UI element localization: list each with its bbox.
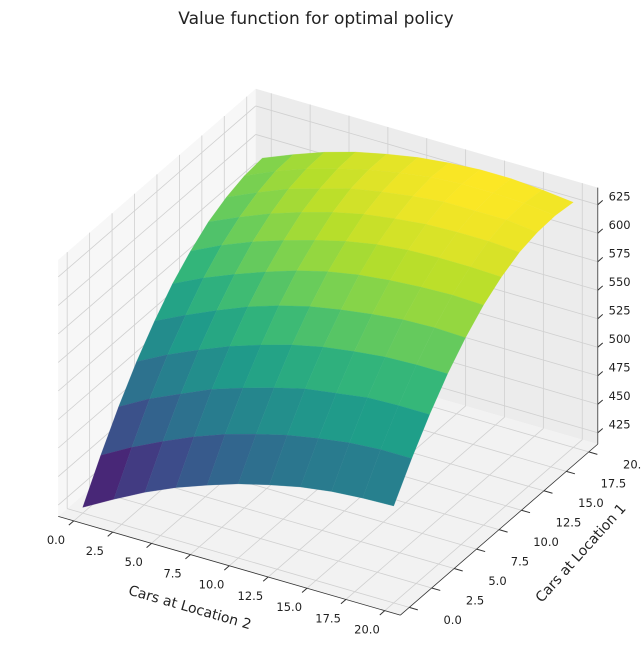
x-axis-label: Cars at Location 2 [127,583,253,633]
z-tick-label: 500 [609,332,631,346]
x-tick [146,542,152,549]
z-tick-label: 600 [609,218,631,232]
z-tick-label: 525 [609,304,631,318]
y-tick [431,587,441,591]
x-tick [185,554,191,560]
y-tick [476,548,486,553]
x-tick-label: 12.5 [238,589,264,603]
y-tick-label: 5.0 [488,574,506,588]
x-tick-label: 7.5 [163,566,181,580]
z-tick [597,314,604,320]
x-tick-label: 15.0 [276,600,302,614]
z-tick-label: 550 [609,275,631,289]
grid-line [57,134,256,306]
z-tick [597,200,604,206]
x-tick [223,565,230,571]
x-tick-label: 20.0 [354,623,380,637]
y-tick-label: 12.5 [556,516,582,530]
z-tick-label: 575 [609,246,631,260]
z-tick-label: 450 [609,389,631,403]
grid-line [57,162,256,335]
x-tick [68,520,75,526]
y-tick [521,509,531,514]
y-tick [566,470,576,475]
x-tick [379,610,386,616]
surface-facet [362,449,412,507]
y-tick-label: 15.0 [578,496,604,510]
z-tick [597,399,604,405]
x-tick [301,587,308,593]
x-tick-label: 5.0 [125,555,143,569]
x-tick-label: 2.5 [86,544,104,558]
z-tick-label: 625 [609,189,631,203]
grid-line [57,105,256,278]
y-tick-label: 10.0 [533,535,559,549]
chart-title: Value function for optimal policy [178,9,453,29]
grid-line [89,488,432,589]
y-tick-label: 7.5 [511,554,529,568]
grid-line [255,105,598,206]
z-tick [597,342,604,348]
y-tick-label: 2.5 [466,593,484,607]
y-tick [409,606,418,611]
x-tick [107,531,113,537]
y-tick-label: 0.0 [443,613,461,627]
z-tick [597,257,604,263]
x-tick-label: 0.0 [47,533,65,547]
x-tick-label: 10.0 [199,578,225,592]
z-tick-label: 425 [609,418,631,432]
z-tick [597,285,604,291]
y-tick [454,568,463,572]
y-tick-label: 17.5 [601,477,627,491]
y-tick-label: 20.0 [623,457,642,471]
x-tick [340,599,347,605]
x-tick [262,576,269,582]
z-tick [597,228,604,234]
grid-line [67,508,410,608]
z-tick [597,371,604,377]
z-tick-label: 475 [609,361,631,375]
z-tick [597,428,604,434]
x-tick-label: 17.5 [315,611,341,625]
y-axis-line [400,443,599,616]
y-tick [543,490,553,494]
y-tick [498,529,508,533]
y-tick [588,451,598,455]
